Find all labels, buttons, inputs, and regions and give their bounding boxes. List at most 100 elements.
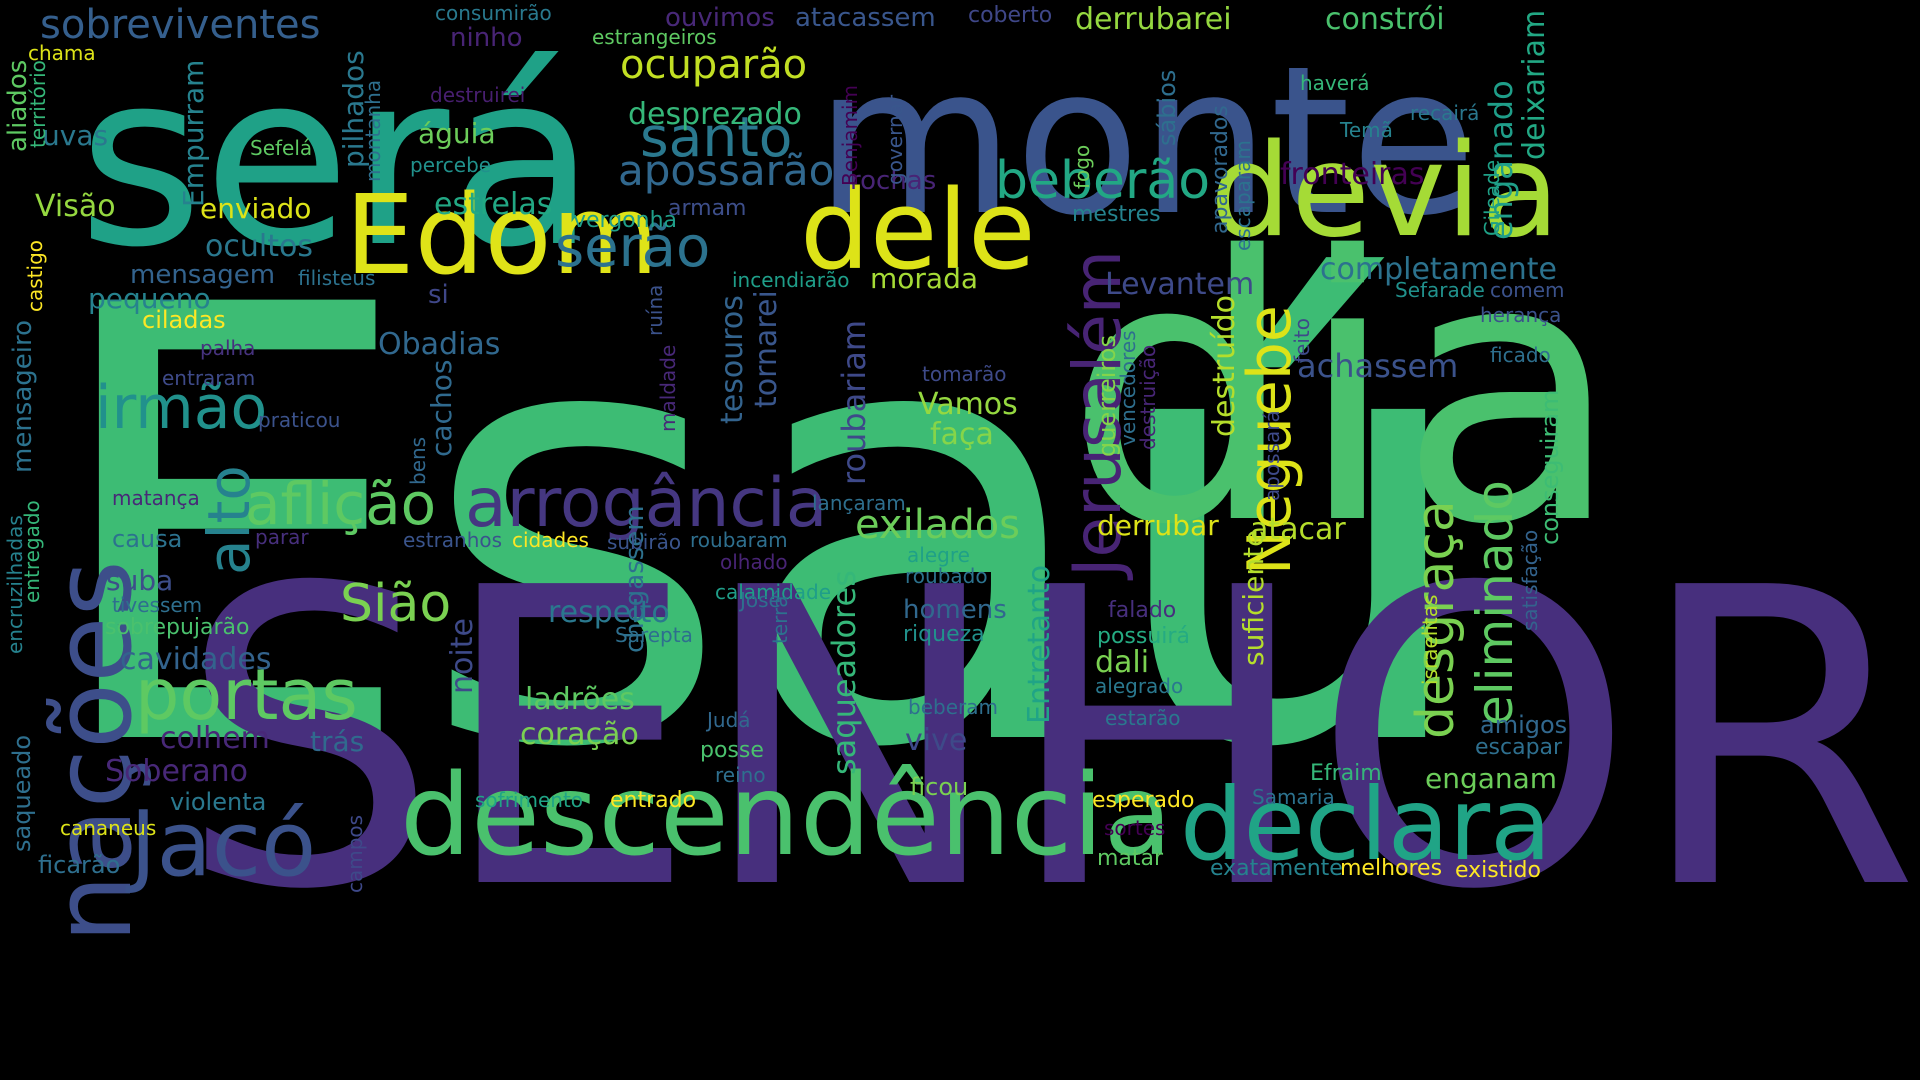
word-feito: feito (1290, 318, 1314, 363)
word-terra: terra (768, 595, 792, 645)
word-violenta: violenta (170, 788, 267, 816)
word-enganam: enganam (1425, 762, 1558, 795)
word-cachos: cachos (425, 359, 458, 457)
word-ninho: ninho (450, 23, 523, 53)
word-matanca: matança (112, 486, 200, 510)
word-santo: santo (640, 105, 793, 169)
word-tornarei: tornarei (749, 290, 784, 408)
word-derrubar: derrubar (1097, 509, 1219, 542)
word-estrangeiros: estrangeiros (592, 25, 717, 49)
word-uvas: uvas (42, 119, 109, 152)
word-sarepta: Sarepta (615, 623, 693, 647)
word-fronteiras: fronteiras (1280, 157, 1425, 192)
word-completamente: completamente (1320, 252, 1557, 287)
word-dele: dele (800, 166, 1036, 294)
word-possuira: possuirá (1097, 624, 1190, 649)
word-incendiarao: incendiarão (732, 268, 850, 292)
word-gileade: Gileade (1480, 159, 1504, 236)
word-recaira: recairá (1410, 101, 1480, 125)
word-morada: morada (870, 262, 979, 295)
word-mensagem: mensagem (130, 260, 276, 290)
word-tras: trás (310, 725, 365, 758)
word-fogo: fogo (1070, 144, 1094, 189)
word-descendencia: descendência (400, 751, 1173, 881)
word-mestres: mestres (1072, 202, 1161, 227)
word-territorio: território (26, 60, 50, 148)
word-sobreviventes: sobreviventes (40, 2, 321, 48)
word-enviado: enviado (200, 192, 312, 225)
word-apavorados: apavorados (1208, 105, 1233, 234)
word-melhores: melhores (1340, 856, 1443, 881)
word-roubaram: roubaram (690, 528, 788, 552)
word-achassem: achassem (1297, 347, 1459, 385)
word-consumirao: consumirão (435, 1, 552, 25)
word-alegre: alegre (907, 543, 970, 567)
word-esau: Esaú (40, 180, 1480, 879)
word-vive: vive (905, 723, 968, 758)
word-coracao: coração (520, 717, 639, 752)
word-riqueza: riqueza (903, 622, 985, 647)
word-arrogancia: arrogância (465, 464, 828, 543)
word-estarao: estarão (1105, 706, 1181, 730)
word-benjamim: Benjamim (838, 84, 862, 186)
word-tivessem: tivessem (112, 593, 203, 617)
word-olhado: olhado (720, 550, 788, 574)
word-vamos: Vamos (918, 387, 1018, 422)
word-aflicao: aflição (245, 470, 437, 538)
word-aguia: águia (418, 117, 496, 150)
word-falado: falado (1108, 598, 1177, 623)
word-parar: parar (255, 525, 309, 549)
word-governar: governar (883, 94, 907, 185)
word-exilados: exilados (855, 502, 1021, 548)
word-calamidade: calamidade (715, 580, 832, 604)
word-heranca: herança (1480, 303, 1562, 327)
word-roubariam: roubariam (835, 319, 873, 485)
word-estranhos: estranhos (403, 528, 503, 552)
word-tesouros: tesouros (715, 295, 750, 424)
word-visao: Visão (35, 189, 116, 224)
word-apossara: apossará (1260, 410, 1284, 501)
word-jaco: Jacó (130, 792, 317, 897)
word-matar: matar (1097, 846, 1164, 871)
word-existido: existido (1455, 858, 1541, 883)
word-cananeus: cananeus (60, 816, 157, 840)
word-escaparam: escaparam (1231, 140, 1255, 251)
word-castigo: castigo (23, 239, 47, 312)
word-alegrado: alegrado (1095, 674, 1184, 698)
word-pequeno: pequeno (88, 282, 211, 315)
word-samaria: Samaria (1252, 785, 1335, 809)
word-roubado: roubado (905, 564, 988, 588)
word-ladroes: ladrões (525, 682, 635, 717)
word-entregado: entregado (20, 500, 44, 603)
word-vergonha: vergonha (573, 208, 678, 233)
word-derrubarei: derrubarei (1075, 2, 1232, 37)
word-amigos: amigos (1480, 711, 1568, 739)
word-ficado: ficado (1490, 343, 1551, 367)
word-maldade: maldade (656, 344, 680, 432)
word-israelitas: israelitas (1418, 594, 1442, 685)
word-edom: Edom (345, 171, 659, 299)
word-empurram: Empurram (177, 59, 210, 207)
word-soberano: Soberano (105, 754, 248, 789)
word-satisfacao: satisfação (1518, 529, 1542, 631)
word-ocultos: ocultos (205, 229, 313, 264)
word-senhor: SENHOR (178, 501, 1920, 979)
word-devia: devia (1210, 117, 1560, 266)
word-campos: campos (343, 814, 367, 893)
word-destruido: destruído (1207, 295, 1242, 437)
word-ficou: ficou (910, 773, 969, 801)
word-serao: serão (555, 215, 711, 280)
word-lancaram: lançaram (812, 491, 906, 515)
word-coberto: coberto (968, 3, 1053, 28)
word-eliminado: eliminado (1466, 480, 1524, 726)
word-sofrimento: sofrimento (475, 788, 584, 812)
word-esperado: esperado (1092, 788, 1195, 813)
word-efraim: Efraim (1310, 761, 1382, 786)
word-alto: alto (195, 465, 263, 575)
word-mensageiro: mensageiro (8, 319, 38, 473)
word-comem: comem (1490, 278, 1565, 302)
word-obadias: Obadias (378, 327, 501, 362)
word-subirao: subirão (607, 530, 682, 554)
word-cavidades: cavidades (120, 642, 272, 677)
